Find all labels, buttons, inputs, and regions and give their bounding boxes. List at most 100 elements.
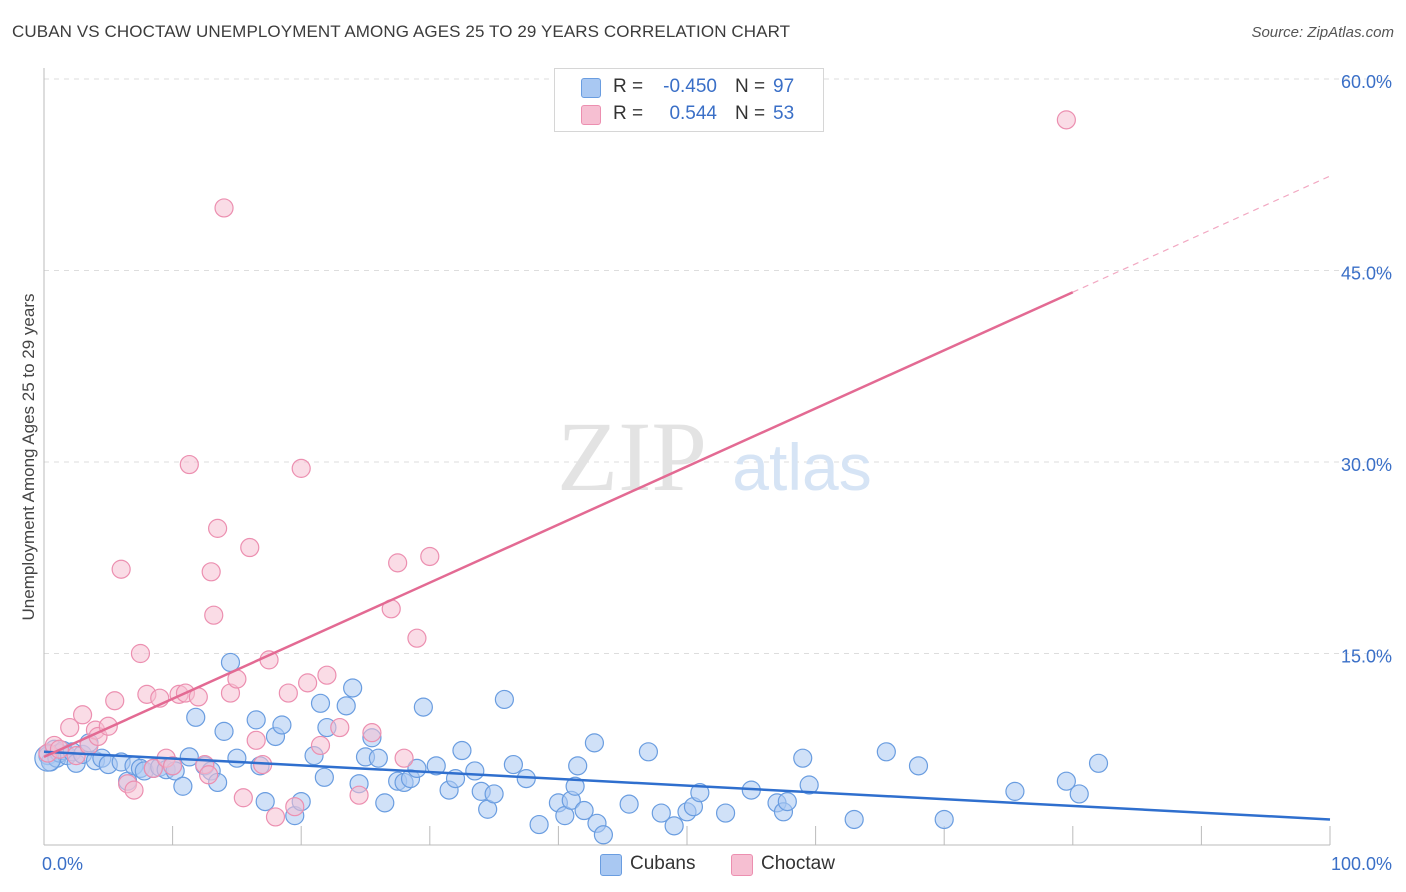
choctaw-point [214,198,234,218]
choctaw-point [105,691,125,711]
chart-title: CUBAN VS CHOCTAW UNEMPLOYMENT AMONG AGES… [12,22,791,41]
cubans-point [426,756,446,776]
cubans-point [799,775,819,795]
choctaw-point [163,756,183,776]
cubans-point [529,814,549,835]
cubans-point [584,733,605,753]
choctaw-point [317,665,337,685]
choctaw-point [298,673,318,693]
cubans-point [1069,784,1089,804]
n-label: N = [735,76,766,97]
x-tick-label-max: 100.0% [1331,854,1392,874]
choctaw-point [179,454,199,475]
cubans-point [494,689,514,710]
legend-row-cubans: R = -0.450 N = 97 [555,74,823,100]
cubans-legend-swatch [600,854,622,876]
cubans-point [690,783,710,803]
choctaw-point [240,537,260,558]
choctaw-point [362,723,382,743]
choctaw-swatch [581,105,601,125]
cubans-point [876,742,896,762]
choctaw-point [208,518,228,538]
series-cubans [34,652,1109,845]
cubans-point [619,794,639,814]
labels-layer: 15.0% 30.0% 45.0% 60.0% 0.0% 100.0% Unemployme… [19,72,1392,874]
choctaw-point [66,746,86,766]
choctaw-point [130,643,151,664]
cubans-point [246,710,266,730]
choctaw-point [1056,110,1076,130]
choctaw-point [291,458,311,478]
cubans-trend-line [43,750,1331,821]
cubans-point [484,784,504,804]
choctaw-point [199,765,219,785]
cubans-point [574,800,594,821]
cubans-point [255,791,275,812]
choctaw-point [310,735,331,756]
choctaw-point [388,553,408,573]
choctaw-point [72,705,93,725]
r-label: R = [613,76,644,97]
cubans-point [214,721,234,741]
cubans-point [1088,753,1109,773]
cubans-point [173,776,193,796]
r-label: R = [613,103,644,124]
cubans-point [1005,781,1025,801]
series-choctaw [38,110,1076,827]
choctaw-point [233,788,253,808]
cubans-point [465,761,485,781]
x-tick-label-min: 0.0% [42,854,83,874]
cubans-point [375,793,395,813]
cubans-point [314,767,334,787]
cubans-point [908,756,929,776]
choctaw-point [265,807,286,827]
cubans-point [638,742,659,762]
choctaw-point [60,717,80,738]
cubans-point [934,809,954,830]
choctaw-point [111,559,131,579]
choctaw-legend-swatch [731,854,753,876]
y-tick-label: 45.0% [1341,264,1392,284]
r-value: 0.544 [669,103,717,124]
choctaw-point [330,717,350,738]
choctaw-point [201,562,221,582]
r-value: -0.450 [663,76,717,97]
correlation-legend: R = -0.450 N = 97 R = 0.544 N = 53 [554,68,824,132]
cubans-point [593,825,614,845]
cubans-swatch [581,78,601,98]
y-axis-label: Unemployment Among Ages 25 to 29 years [19,294,38,621]
y-tick-label: 30.0% [1341,455,1392,475]
n-label: N = [735,103,766,124]
cubans-point [777,791,797,812]
cubans-point [651,803,671,823]
choctaw-point [204,605,224,625]
cubans-point [368,748,388,768]
cubans-point [565,776,585,796]
cubans-point [793,748,813,768]
trend-layer [43,175,1331,821]
cubans-point [664,816,684,836]
cubans-point [310,693,331,713]
cubans-point [343,678,363,698]
choctaw-point [394,748,414,768]
choctaw-trend-line [43,291,1074,759]
legend-row-choctaw: R = 0.544 N = 53 [555,101,823,127]
choctaw-point [143,758,163,779]
cubans-point [715,803,736,823]
cubans-point [336,696,356,716]
cubans-point [844,809,864,830]
cubans-point [186,707,206,727]
choctaw-point [246,730,266,750]
cubans-point [179,747,199,767]
watermark-atlas: atlas [732,430,871,504]
cubans-point [272,715,292,735]
cubans-legend-label: Cubans [630,853,696,874]
cubans-point [568,756,588,776]
watermark-zip: ZIP [557,401,707,512]
choctaw-point [278,683,298,703]
watermark: ZIP atlas [557,401,872,512]
n-value: 53 [773,103,795,124]
cubans-point [503,754,523,775]
axes-layer [43,68,1331,846]
